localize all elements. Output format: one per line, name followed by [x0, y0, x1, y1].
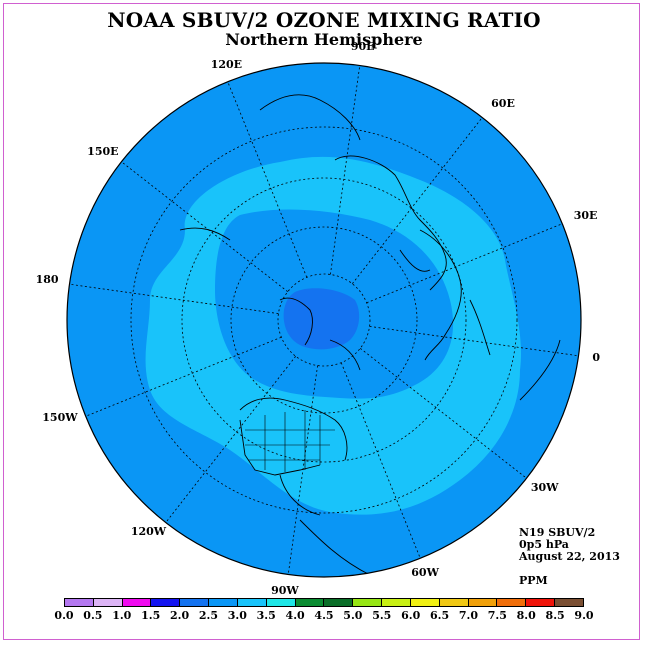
colorbar-segment — [410, 599, 440, 606]
colorbar-tick-label: 6.5 — [429, 609, 450, 622]
colorbar-tick-label: 4.5 — [314, 609, 334, 622]
meridian-line — [352, 117, 483, 284]
colorbar-tick-label: 1.0 — [112, 609, 132, 622]
meridian-line — [165, 356, 296, 523]
colorbar — [64, 598, 584, 607]
instrument-label: N19 SBUV/2 — [519, 526, 596, 539]
colorbar-tick-label: 4.0 — [285, 609, 305, 622]
page-title: NOAA SBUV/2 OZONE MIXING RATIO — [107, 8, 541, 32]
date-label: August 22, 2013 — [519, 550, 620, 563]
colorbar-segment — [151, 599, 181, 606]
meridian-line — [227, 81, 308, 278]
colorbar-segment — [526, 599, 556, 606]
longitude-label: 120E — [210, 58, 243, 72]
meridian-line — [287, 365, 318, 575]
colorbar-tick-label: 8.0 — [516, 609, 536, 622]
colorbar-tick-label: 7.0 — [458, 609, 479, 622]
colorbar-segment — [439, 599, 469, 606]
colorbar-segment — [468, 599, 498, 606]
colorbar-segment — [237, 599, 267, 606]
longitude-label: 60E — [491, 97, 515, 111]
meridian-line — [360, 348, 527, 479]
colorbar-segment — [324, 599, 354, 606]
longitude-label: 180 — [35, 273, 59, 287]
colorbar-tick-label: 0.5 — [83, 609, 103, 622]
meridian-line — [366, 223, 563, 304]
pressure-level-label: 0p5 hPa — [519, 538, 569, 551]
colorbar-tick-label: 5.5 — [372, 609, 392, 622]
longitude-label: 60W — [411, 565, 439, 579]
meridian-line — [340, 362, 421, 559]
longitude-label: 90E — [350, 39, 375, 53]
colorbar-tick-label: 0.0 — [54, 609, 74, 622]
colorbar-tick-label: 2.5 — [198, 609, 219, 622]
meridians — [69, 65, 579, 575]
colorbar-tick-label: 6.0 — [401, 609, 421, 622]
colorbar-tick-label: 3.0 — [227, 609, 247, 622]
colorbar-segment — [382, 599, 411, 606]
colorbar-segment — [295, 599, 325, 606]
longitude-label: 30E — [573, 208, 598, 222]
colorbar-tick-label: 9.0 — [574, 609, 594, 622]
colorbar-segment — [209, 599, 238, 606]
colorbar-segment — [122, 599, 152, 606]
coastlines — [179, 94, 561, 576]
meridian-line — [369, 326, 579, 357]
colorbar-segment — [93, 599, 123, 606]
longitude-label: 150E — [87, 144, 119, 158]
colorbar-segment — [497, 599, 527, 606]
units-label: PPM — [519, 574, 548, 587]
colorbar-tick-label: 5.0 — [343, 609, 363, 622]
longitude-label: 0 — [592, 350, 601, 364]
colorbar-tick-label: 3.5 — [256, 609, 276, 622]
field-polar-core — [283, 288, 360, 350]
colorbar-segment — [180, 599, 210, 606]
graticule — [130, 126, 518, 514]
meridian-line — [85, 336, 282, 417]
meridian-line — [69, 283, 279, 314]
longitude-label: 120W — [130, 524, 167, 538]
longitude-label: 90W — [271, 584, 299, 598]
map-border — [66, 62, 582, 578]
page-subtitle: Northern Hemisphere — [225, 30, 423, 49]
longitude-label: 30W — [530, 481, 559, 495]
figure-frame — [3, 3, 640, 640]
colorbar-segment — [555, 599, 583, 606]
colorbar-segment — [266, 599, 296, 606]
colorbar-segment — [353, 599, 383, 606]
colorbar-tick-label: 7.5 — [487, 609, 507, 622]
info-block: N19 SBUV/2 0p5 hPa August 22, 2013 — [519, 527, 620, 563]
colorbar-segment — [65, 599, 94, 606]
colorbar-tick-label: 2.0 — [169, 609, 190, 622]
meridian-line — [330, 65, 361, 275]
state-boundaries — [245, 410, 335, 472]
meridian-line — [121, 161, 288, 292]
colorbar-tick-label: 8.5 — [545, 609, 565, 622]
colorbar-tick-label: 1.5 — [141, 609, 161, 622]
longitude-label: 150W — [42, 411, 78, 425]
